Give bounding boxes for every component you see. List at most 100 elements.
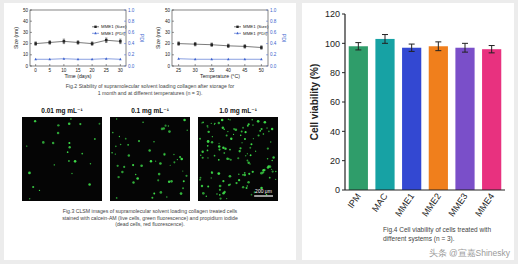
error-stem <box>106 38 107 42</box>
x-tick <box>195 64 196 66</box>
live-cell <box>168 125 169 126</box>
caption: 1 month and at different temperatures (n… <box>98 90 203 96</box>
live-cell <box>269 165 272 168</box>
y2-tick <box>266 66 268 67</box>
live-cell <box>269 177 271 179</box>
live-cell <box>239 150 241 152</box>
error-cap <box>244 48 246 49</box>
live-cell <box>252 171 254 173</box>
live-cell <box>211 123 212 124</box>
live-cell <box>67 151 69 153</box>
marker <box>119 40 122 43</box>
error-cap <box>49 40 51 41</box>
marker <box>63 40 66 43</box>
live-cell <box>211 172 213 174</box>
image-background <box>110 117 190 201</box>
x-tick-label: 30 <box>193 68 199 73</box>
y2-tick <box>124 43 126 44</box>
error-cap <box>63 43 65 44</box>
live-cell <box>180 192 183 195</box>
bar-chart: 020406080100120Cell viability (%)IPMMACM… <box>309 9 505 218</box>
live-cell <box>185 175 187 177</box>
live-cell <box>182 170 183 171</box>
live-cell <box>249 163 250 164</box>
bar <box>455 48 474 190</box>
x-axis-line <box>345 189 505 190</box>
live-cell <box>68 160 70 162</box>
marker <box>63 57 66 60</box>
y2-tick <box>266 21 268 22</box>
live-cell <box>253 138 254 139</box>
clsm-image <box>110 117 190 201</box>
live-cell <box>222 180 224 182</box>
x-tick-label: MAC <box>370 191 390 214</box>
series-line <box>179 44 262 48</box>
error-cap <box>211 46 213 47</box>
error-bar <box>355 43 361 50</box>
live-cell <box>57 132 60 135</box>
live-cell <box>216 193 217 194</box>
y-tick <box>172 32 174 33</box>
live-cell <box>207 145 209 147</box>
x-tick-label: MME2 <box>420 191 443 218</box>
live-cell <box>235 182 237 184</box>
live-cell <box>202 121 204 123</box>
live-cell <box>240 135 242 137</box>
marker <box>34 58 37 61</box>
y-tick-label: 120 <box>325 9 340 19</box>
error-stem <box>178 42 179 45</box>
error-cap <box>63 39 65 40</box>
error-cap <box>34 45 36 46</box>
live-cell <box>199 179 201 181</box>
live-cell <box>173 154 174 155</box>
y-axis-label: Size (nm) <box>155 27 161 49</box>
live-cell <box>249 147 251 149</box>
live-cell <box>218 148 220 150</box>
background <box>0 0 518 264</box>
error-cap <box>462 43 468 44</box>
live-cell <box>52 142 54 144</box>
live-cell <box>155 160 156 161</box>
data-group <box>349 35 502 190</box>
error-stem <box>465 43 466 52</box>
y2-tick <box>124 10 126 11</box>
live-cell <box>207 157 208 158</box>
live-cell <box>268 130 270 132</box>
live-cell <box>257 120 260 123</box>
y-tick <box>30 66 32 67</box>
x-tick-label: MME4 <box>473 191 496 218</box>
live-cell <box>242 186 244 188</box>
x-tick-label: MME3 <box>447 191 470 218</box>
error-cap <box>211 43 213 44</box>
y-tick-label: 40 <box>165 19 171 24</box>
live-cell <box>224 147 226 149</box>
y-tick-label: 40 <box>23 19 29 24</box>
marker <box>77 41 80 44</box>
y-tick-label: 0 <box>167 64 170 69</box>
right-panel <box>302 3 514 260</box>
live-cell <box>115 153 116 154</box>
error-stem <box>78 41 79 44</box>
y2-tick <box>266 54 268 55</box>
y-tick-label: 30 <box>165 30 171 35</box>
error-bar <box>105 38 107 42</box>
live-cell <box>71 173 73 175</box>
x-tick-label: 25 <box>176 68 182 73</box>
live-cell <box>239 147 241 149</box>
live-cell <box>260 172 263 175</box>
live-cell <box>206 196 207 197</box>
marker <box>210 58 213 61</box>
y-tick <box>30 10 32 11</box>
error-cap <box>194 45 196 46</box>
live-cell <box>263 169 265 171</box>
live-cell <box>211 171 213 173</box>
y-axis-line <box>344 14 345 190</box>
y-tick-label: 20 <box>23 41 29 46</box>
live-cell <box>250 155 251 156</box>
error-cap <box>355 49 361 50</box>
live-cell <box>68 142 70 144</box>
error-cap <box>382 43 388 44</box>
error-stem <box>438 42 439 51</box>
live-cell <box>226 158 229 161</box>
y2-tick <box>124 54 126 55</box>
